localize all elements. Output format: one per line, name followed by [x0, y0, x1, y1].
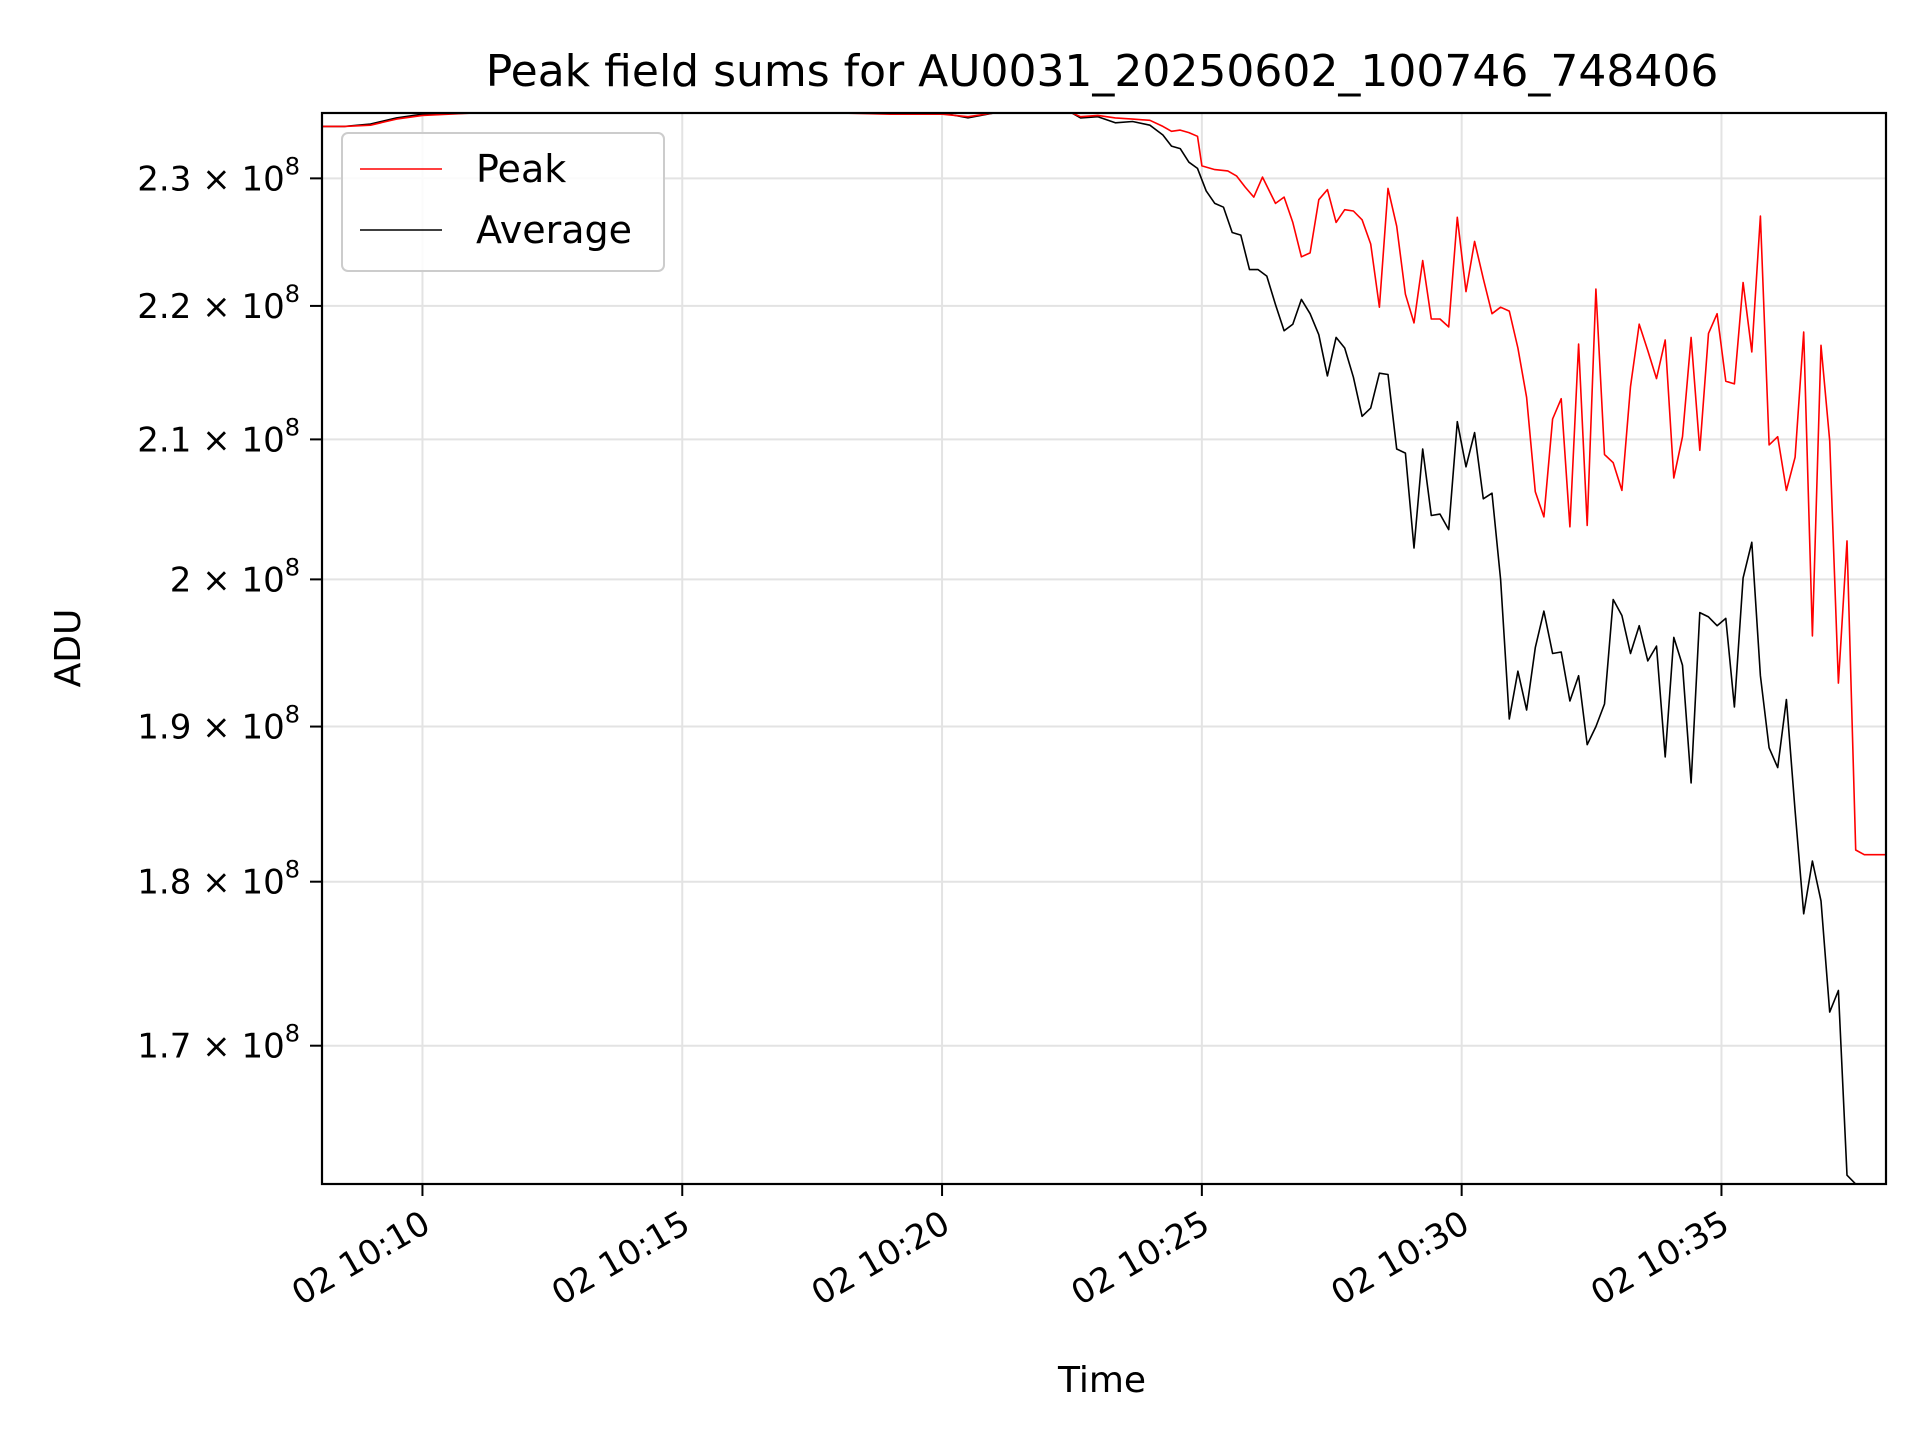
plot-area: [320, 111, 1888, 1186]
y-tick-mantissa: 1.9 × 10: [137, 708, 284, 748]
legend-box: [341, 132, 665, 272]
y-tick-label: 1.8 × 108: [137, 856, 300, 903]
y-tick-exponent: 8: [285, 413, 300, 441]
y-tick-label: 1.7 × 108: [137, 1020, 300, 1067]
y-tick-label: 2.2 × 108: [137, 280, 300, 327]
y-tick-mantissa: 1.8 × 10: [137, 863, 284, 903]
y-tick-exponent: 8: [285, 553, 300, 581]
y-tick-label: 2.3 × 108: [137, 152, 300, 199]
legend-label-peak: Peak: [476, 147, 566, 191]
y-tick-label: 1.9 × 108: [137, 701, 300, 748]
plot-frame: [320, 111, 1888, 1186]
y-tick-mantissa: 1.7 × 10: [137, 1027, 284, 1067]
y-tick-label: 2 × 108: [170, 553, 300, 600]
series-line-peak: [322, 112, 1886, 856]
series-layer: [322, 112, 1886, 1185]
y-tick-exponent: 8: [285, 701, 300, 729]
chart-title: Peak field sums for AU0031_20250602_1007…: [486, 46, 1719, 97]
x-axis-label: Time: [1057, 1360, 1146, 1401]
y-tick-exponent: 8: [285, 152, 300, 180]
y-tick-label: 2.1 × 108: [137, 413, 300, 460]
series-line-average: [322, 112, 1857, 1185]
legend: Peak Average: [341, 132, 665, 272]
y-tick-exponent: 8: [285, 1020, 300, 1048]
y-tick-mantissa: 2.1 × 10: [137, 420, 284, 460]
y-tick-exponent: 8: [285, 280, 300, 308]
y-tick-mantissa: 2.2 × 10: [137, 287, 284, 327]
y-axis-label: ADU: [48, 609, 89, 688]
y-tick-mantissa: 2.3 × 10: [137, 159, 284, 199]
y-tick-mantissa: 2 × 10: [170, 560, 285, 600]
legend-label-average: Average: [476, 208, 632, 252]
y-tick-exponent: 8: [285, 856, 300, 884]
